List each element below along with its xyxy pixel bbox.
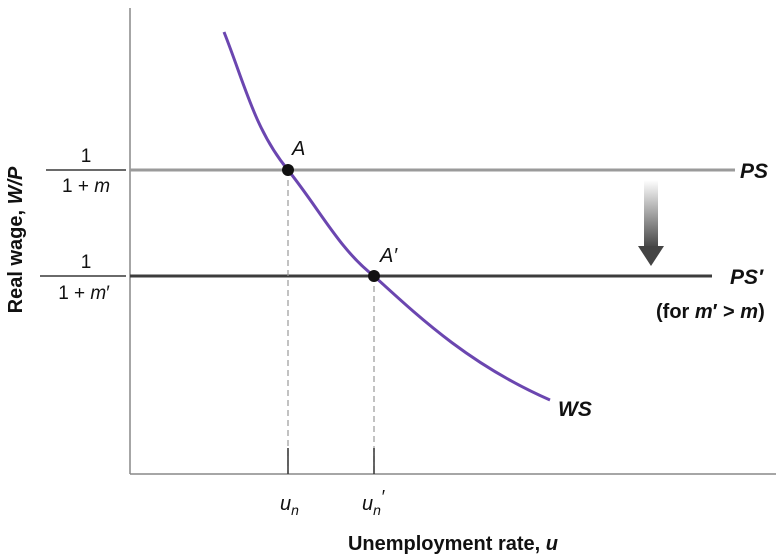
ws-label: WS — [558, 398, 592, 421]
point-a-prime — [368, 270, 380, 282]
point-a-label: A — [291, 138, 305, 160]
y-axis-title: Real wage, W/P — [5, 166, 27, 313]
un-tick-label: un — [280, 493, 299, 518]
ps-prime-wage-tick-label: 1 1 + m′ — [40, 252, 126, 304]
ws-curve — [222, 31, 551, 402]
ps-prime-fraction-numerator: 1 — [81, 252, 92, 273]
ps-label: PS — [740, 160, 768, 183]
x-axis-title: Unemployment rate, u — [348, 533, 558, 555]
un-prime-tick-label: un′ — [362, 487, 385, 518]
ps-prime-label: PS′ — [730, 266, 764, 289]
ps-fraction-numerator: 1 — [81, 146, 92, 167]
ps-prime-note: (for m′ > m) — [656, 301, 765, 323]
shift-down-arrow — [638, 180, 664, 266]
point-a — [282, 164, 294, 176]
ps-wage-tick-label: 1 1 + m — [46, 146, 126, 197]
ps-prime-fraction-denominator: 1 + m′ — [58, 283, 110, 304]
ps-fraction-denominator: 1 + m — [62, 176, 110, 197]
point-a-prime-label: A′ — [379, 245, 398, 267]
